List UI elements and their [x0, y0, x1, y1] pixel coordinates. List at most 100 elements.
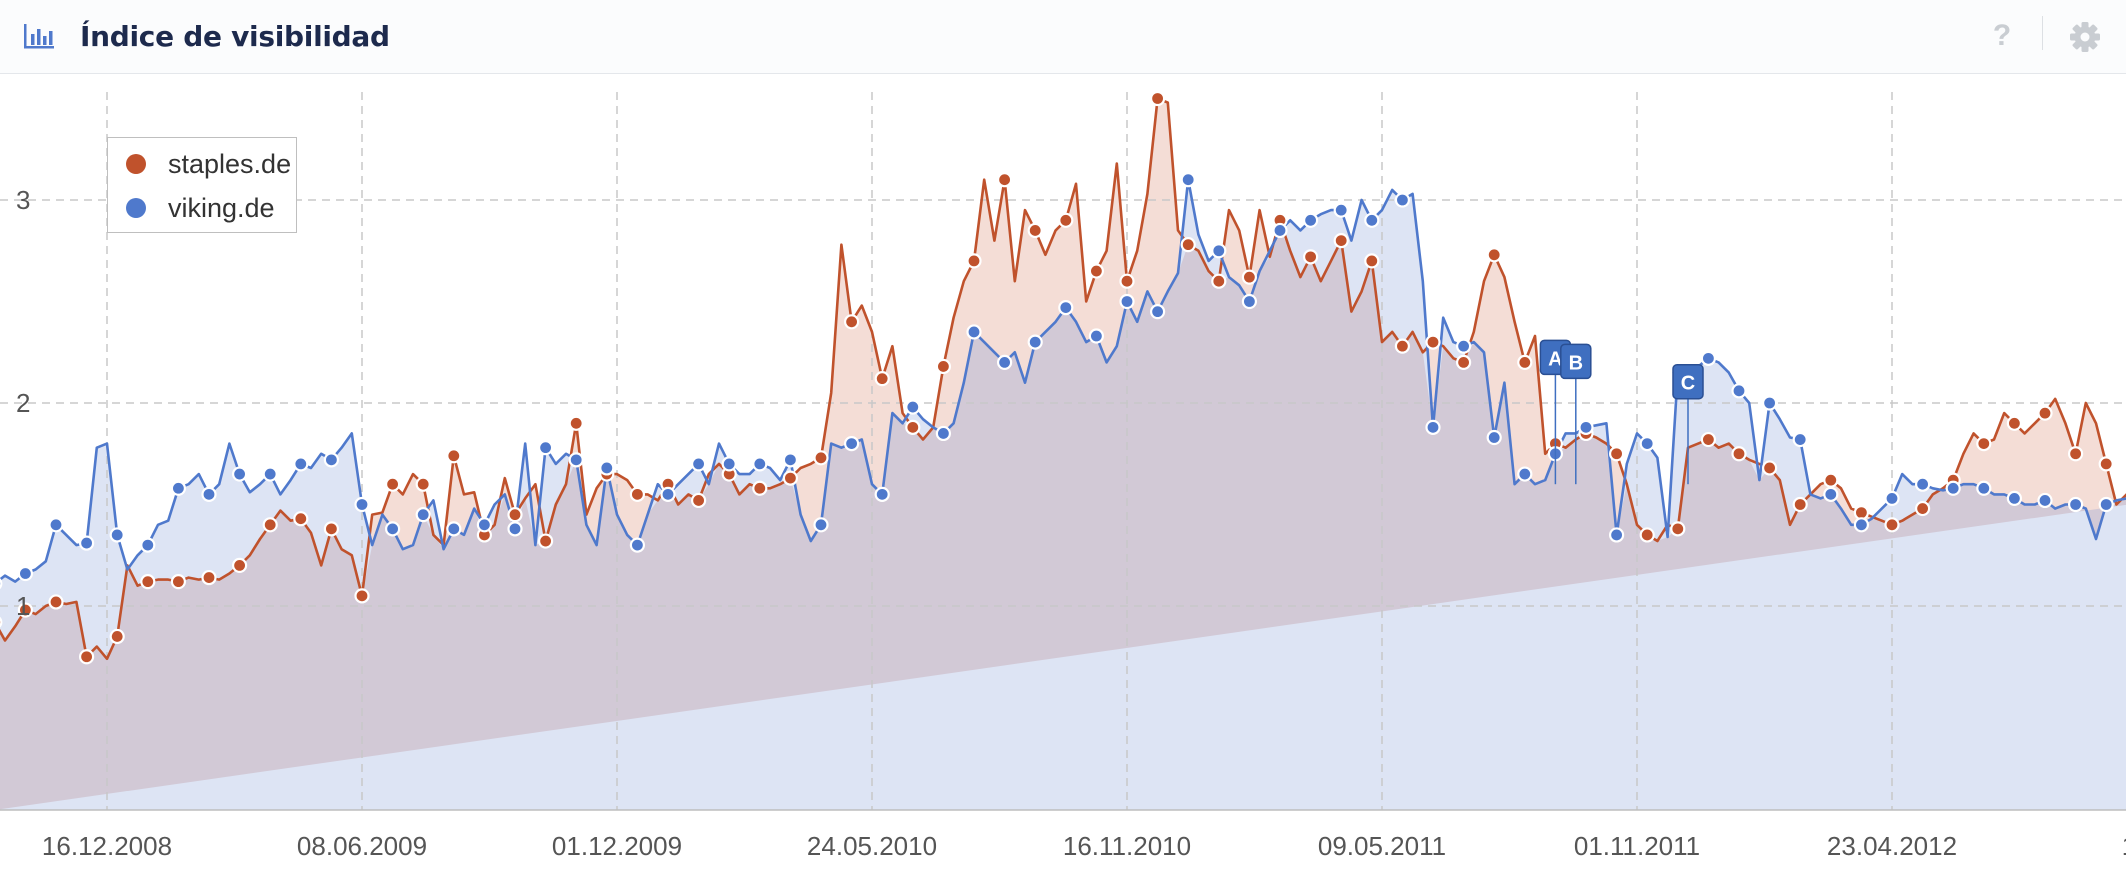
x-tick-label-0: 16.12.2008 — [42, 831, 172, 861]
point-viking-3 — [17, 565, 33, 582]
point-viking-135 — [1364, 212, 1380, 228]
point-viking-171 — [1731, 383, 1747, 399]
point-viking-177 — [1792, 431, 1808, 448]
point-viking-75 — [752, 456, 768, 472]
legend-label-viking: viking.de — [168, 193, 275, 223]
point-viking-168 — [1700, 350, 1717, 366]
y-tick-label-2: 3 — [16, 185, 30, 215]
point-viking-27 — [262, 466, 278, 482]
point-staples-123 — [1241, 269, 1258, 285]
point-staples-81 — [813, 450, 829, 466]
point-staples-30 — [293, 511, 309, 527]
point-viking-105 — [1058, 299, 1074, 316]
x-tick-label-6: 01.11.2011 — [1574, 831, 1700, 861]
area-overlap — [0, 230, 2126, 810]
y-tick-label-1: 2 — [16, 388, 30, 418]
point-staples-3 — [17, 602, 33, 618]
point-viking-90 — [905, 399, 921, 415]
point-viking-78 — [782, 452, 799, 468]
point-viking-141 — [1425, 419, 1441, 435]
point-viking-99 — [996, 354, 1013, 370]
widget-header: Índice de visibilidad ? — [0, 0, 2126, 74]
point-staples-135 — [1364, 253, 1380, 269]
x-tick-label-8: 15.1 — [2122, 831, 2126, 861]
point-staples-171 — [1731, 446, 1747, 462]
gear-icon[interactable] — [2068, 20, 2102, 54]
point-viking-60 — [599, 460, 615, 476]
point-staples-9 — [78, 649, 95, 665]
point-staples-120 — [1211, 273, 1227, 289]
point-viking-123 — [1241, 293, 1258, 310]
point-viking-162 — [1639, 436, 1655, 452]
point-viking-57 — [568, 452, 584, 468]
point-staples-207 — [2098, 456, 2114, 472]
point-viking-138 — [1394, 192, 1411, 208]
point-staples-144 — [1455, 354, 1472, 370]
point-viking-198 — [2006, 490, 2023, 507]
point-staples-27 — [262, 517, 278, 533]
point-viking-51 — [507, 521, 523, 537]
annotation-flag-B — [1560, 343, 1592, 380]
point-staples-159 — [1608, 446, 1625, 462]
point-staples-39 — [385, 476, 401, 492]
point-viking-18 — [170, 480, 186, 496]
point-viking-120 — [1211, 243, 1227, 259]
point-viking-129 — [1302, 212, 1319, 228]
point-staples-18 — [170, 574, 186, 590]
point-staples-63 — [629, 486, 646, 502]
annotation-flag-C — [1672, 363, 1704, 400]
point-viking-144 — [1455, 338, 1472, 354]
visibility-chart: 1 2 3 16.12.2008 08.06.2009 01.12.2009 24.05.2… — [0, 90, 2126, 861]
point-staples-108 — [1088, 263, 1105, 279]
x-tick-label-1: 08.06.2009 — [297, 831, 427, 861]
point-viking-96 — [966, 324, 982, 340]
point-staples-189 — [1914, 500, 1931, 517]
point-staples-198 — [2006, 415, 2023, 431]
point-viking-150 — [1517, 466, 1533, 482]
point-staples-33 — [323, 521, 339, 537]
point-staples-75 — [752, 480, 768, 496]
point-staples-15 — [140, 574, 156, 590]
point-staples-114 — [1149, 90, 1166, 107]
point-viking-180 — [1823, 486, 1839, 502]
point-staples-141 — [1425, 334, 1441, 350]
point-staples-129 — [1302, 249, 1319, 265]
point-viking-6 — [48, 517, 64, 533]
point-staples-57 — [568, 415, 584, 431]
point-viking-45 — [446, 521, 462, 537]
point-staples-93 — [935, 358, 952, 375]
point-viking-21 — [201, 486, 217, 502]
point-viking-69 — [690, 456, 707, 472]
point-staples-102 — [1027, 222, 1043, 239]
point-staples-147 — [1486, 247, 1502, 263]
y-tick-label-0: 1 — [16, 591, 30, 621]
point-staples-24 — [232, 557, 248, 573]
point-viking-132 — [1333, 202, 1349, 218]
point-staples-177 — [1792, 496, 1808, 513]
x-tick-label-3: 24.05.2010 — [807, 831, 937, 861]
point-viking-204 — [2068, 496, 2084, 513]
point-viking-63 — [629, 537, 646, 553]
point-staples-96 — [966, 253, 982, 269]
point-viking-174 — [1761, 395, 1778, 411]
point-staples-162 — [1639, 527, 1655, 543]
point-staples-54 — [537, 533, 554, 549]
x-tick-label-2: 01.12.2009 — [552, 831, 682, 861]
point-staples-117 — [1180, 237, 1196, 253]
point-staples-42 — [415, 476, 431, 492]
point-staples-51 — [507, 507, 523, 523]
widget-title: Índice de visibilidad — [80, 20, 390, 53]
question-icon[interactable]: ? — [1992, 19, 2012, 52]
point-viking-186 — [1884, 490, 1900, 507]
point-staples-78 — [782, 470, 799, 486]
point-staples-204 — [2068, 446, 2084, 462]
point-viking-147 — [1486, 429, 1502, 446]
point-viking-108 — [1088, 328, 1105, 344]
point-staples-186 — [1884, 517, 1900, 533]
point-staples-111 — [1119, 273, 1135, 289]
point-viking-30 — [293, 456, 309, 472]
point-viking-54 — [537, 440, 554, 456]
point-viking-159 — [1608, 527, 1625, 543]
point-staples-21 — [201, 569, 217, 586]
point-viking-87 — [874, 486, 890, 502]
